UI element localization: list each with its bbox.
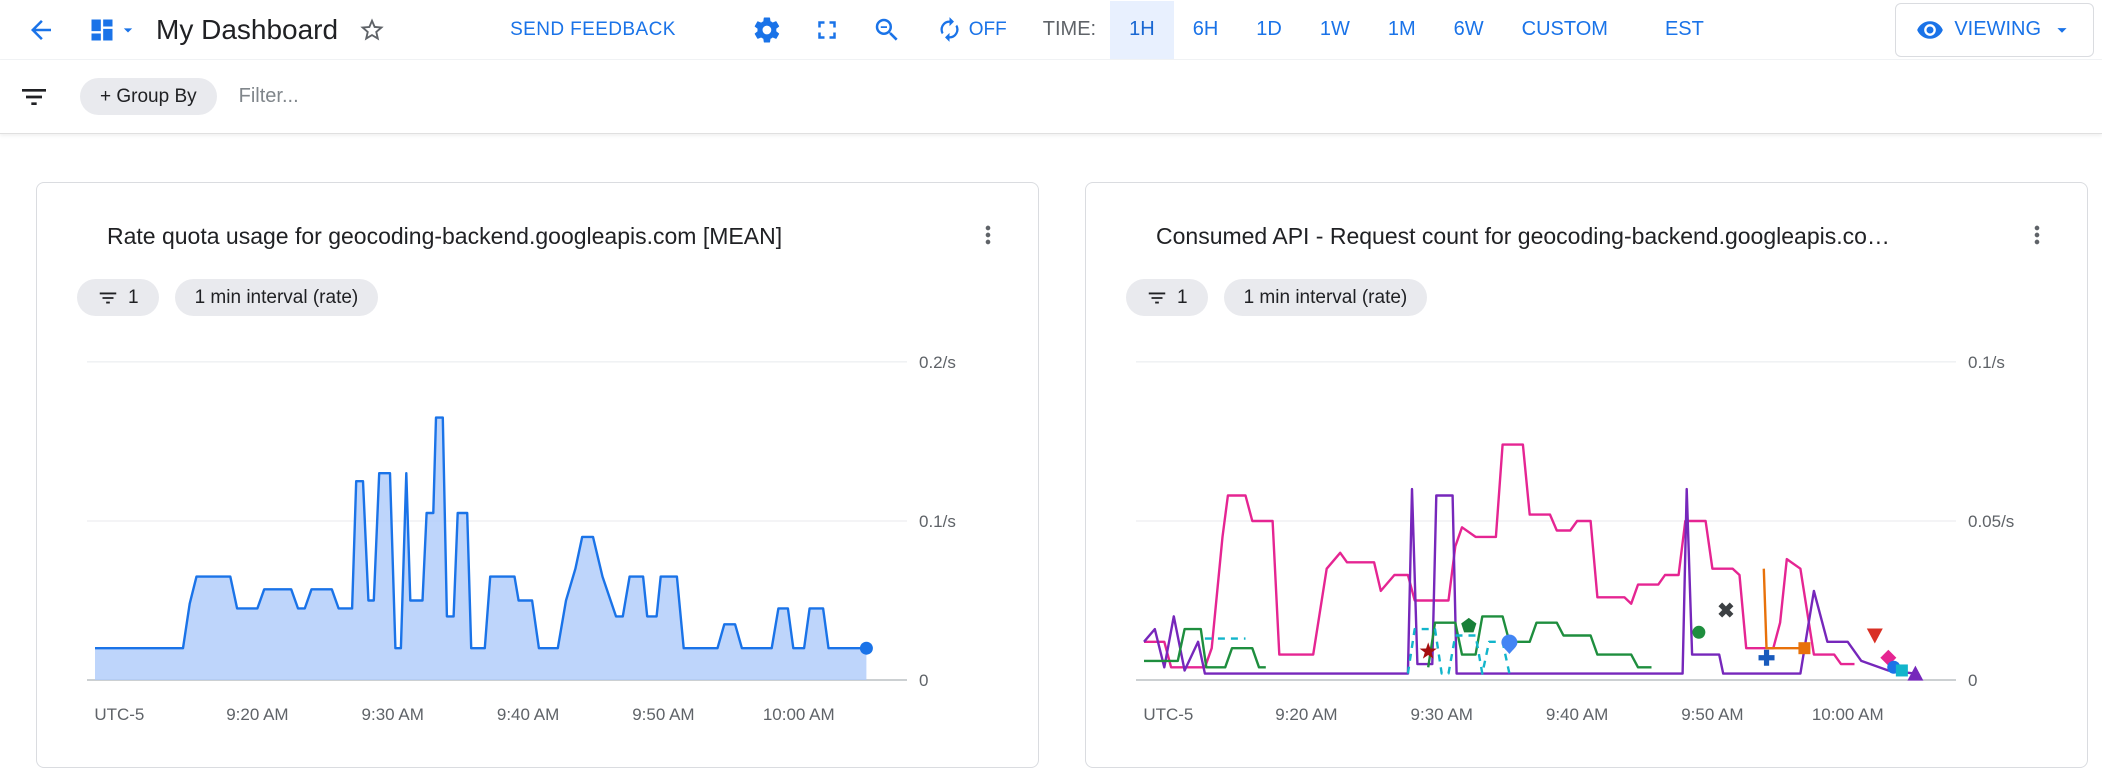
series-rate-quota-usage-mean <box>95 416 867 650</box>
top-toolbar: My Dashboard SEND FEEDBACK OFF TIME: 1H 6… <box>0 0 2102 60</box>
series-green-early <box>1144 627 1266 669</box>
star-icon <box>360 17 384 40</box>
x-tick-label: 9:30 AM <box>362 705 424 724</box>
marker-pentagon <box>1461 617 1477 633</box>
star-button[interactable] <box>354 12 390 48</box>
y-tick-label: 0.2/s <box>919 353 956 372</box>
marker-circle <box>859 641 873 655</box>
series-cyan-dashed <box>1406 627 1511 675</box>
group-by-chip[interactable]: + Group By <box>80 78 217 115</box>
timezone-button[interactable]: EST <box>1664 18 1704 40</box>
page-title: My Dashboard <box>156 13 339 45</box>
x-tick-label: UTC-5 <box>1143 705 1193 724</box>
time-label: TIME: <box>1042 18 1097 40</box>
charts-area: Rate quota usage for geocoding-backend.g… <box>0 134 2102 768</box>
rate-quota-chart[interactable]: 0 0.1/s 0.2/s UTC-5 9:20 AM 9:30 AM 9:40 AM 9:5… <box>77 328 1000 748</box>
x-tick-label: 9:50 AM <box>1681 705 1743 724</box>
marker-square <box>1798 642 1811 655</box>
filter-count: 1 <box>1177 286 1188 308</box>
series-purple <box>1143 487 1916 675</box>
y-tick-label: 0.1/s <box>1968 353 2005 372</box>
time-range-6h[interactable]: 6H <box>1174 1 1238 59</box>
marker-circle <box>1692 625 1706 639</box>
x-tick-label: 9:50 AM <box>632 705 694 724</box>
y-tick-label: 0.1/s <box>919 512 956 531</box>
consumed-api-chart[interactable]: 0 0.05/s 0.1/s UTC-5 9:20 AM 9:30 AM 9:40 AM 9:… <box>1126 328 2049 748</box>
filter-list-icon <box>1148 292 1166 303</box>
card-title: Rate quota usage for geocoding-backend.g… <box>107 223 783 249</box>
rate-quota-card: Rate quota usage for geocoding-backend.g… <box>36 182 1039 768</box>
settings-button[interactable] <box>748 11 786 49</box>
auto-refresh-label: OFF <box>968 18 1007 40</box>
eye-icon <box>1917 20 1944 39</box>
filter-list-icon <box>99 292 117 303</box>
dashboard-grid-icon <box>91 19 113 40</box>
marker-star <box>1419 642 1437 659</box>
time-range-custom[interactable]: CUSTOM <box>1503 1 1627 59</box>
filter-list-button[interactable] <box>14 77 54 117</box>
marker-plus <box>1758 649 1775 666</box>
filter-count-chip[interactable]: 1 <box>1126 279 1208 316</box>
card-title: Consumed API - Request count for geocodi… <box>1156 223 1890 249</box>
filter-input[interactable] <box>236 84 657 109</box>
y-tick-label: 0 <box>1968 671 1977 690</box>
send-feedback-link[interactable]: SEND FEEDBACK <box>510 18 676 40</box>
zoom-search-button[interactable] <box>868 11 906 49</box>
x-tick-label: 10:00 AM <box>763 705 835 724</box>
time-range-6w[interactable]: 6W <box>1435 1 1503 59</box>
x-tick-label: 9:20 AM <box>1275 705 1337 724</box>
fullscreen-button[interactable] <box>808 11 846 49</box>
consumed-api-card: Consumed API - Request count for geocodi… <box>1085 182 2088 768</box>
x-tick-label: 9:40 AM <box>497 705 559 724</box>
back-button[interactable] <box>22 11 60 49</box>
refresh-icon <box>940 17 959 42</box>
filter-count-chip[interactable]: 1 <box>77 279 159 316</box>
interval-chip[interactable]: 1 min interval (rate) <box>1223 279 1428 316</box>
x-tick-label: 9:40 AM <box>1546 705 1608 724</box>
time-range-1d[interactable]: 1D <box>1237 1 1301 59</box>
back-arrow-icon <box>31 19 51 40</box>
marker-drop <box>1501 634 1518 655</box>
card-menu-button[interactable] <box>2019 217 2055 253</box>
filter-bar: + Group By <box>0 60 2102 134</box>
viewing-button[interactable]: VIEWING <box>1895 2 2094 57</box>
marker-triangle-down <box>1866 628 1883 644</box>
interval-chip[interactable]: 1 min interval (rate) <box>174 279 379 316</box>
time-range-1w[interactable]: 1W <box>1301 1 1369 59</box>
marker-triangle-up <box>1907 665 1924 681</box>
series-green-main <box>1427 615 1652 669</box>
filter-list-icon <box>22 88 46 105</box>
fullscreen-icon <box>818 20 836 39</box>
chevron-down-icon <box>2057 27 2067 33</box>
x-tick-label: UTC-5 <box>94 705 144 724</box>
chevron-down-icon <box>123 27 133 32</box>
dashboard-switcher[interactable] <box>84 12 142 48</box>
x-tick-label: 10:00 AM <box>1812 705 1884 724</box>
gear-icon <box>754 16 779 43</box>
time-range-group: 1H 6H 1D 1W 1M 6W CUSTOM <box>1110 0 1627 60</box>
auto-refresh-toggle[interactable]: OFF <box>936 16 1007 43</box>
y-tick-label: 0 <box>919 671 928 690</box>
kebab-menu-icon <box>2034 225 2040 245</box>
filter-count: 1 <box>128 286 139 308</box>
area-fill <box>95 417 867 680</box>
time-range-1m[interactable]: 1M <box>1369 1 1435 59</box>
card-menu-button[interactable] <box>970 217 1006 253</box>
marker-square <box>1895 664 1908 677</box>
time-range-1h[interactable]: 1H <box>1110 0 1174 59</box>
marker-x <box>1718 602 1734 618</box>
x-tick-label: 9:30 AM <box>1411 705 1473 724</box>
search-zoom-icon <box>875 18 898 41</box>
y-tick-label: 0.05/s <box>1968 512 2014 531</box>
viewing-label: VIEWING <box>1954 18 2041 40</box>
series-orange <box>1762 568 1805 650</box>
x-tick-label: 9:20 AM <box>226 705 288 724</box>
series-pink <box>1144 443 1855 669</box>
kebab-menu-icon <box>985 225 991 245</box>
